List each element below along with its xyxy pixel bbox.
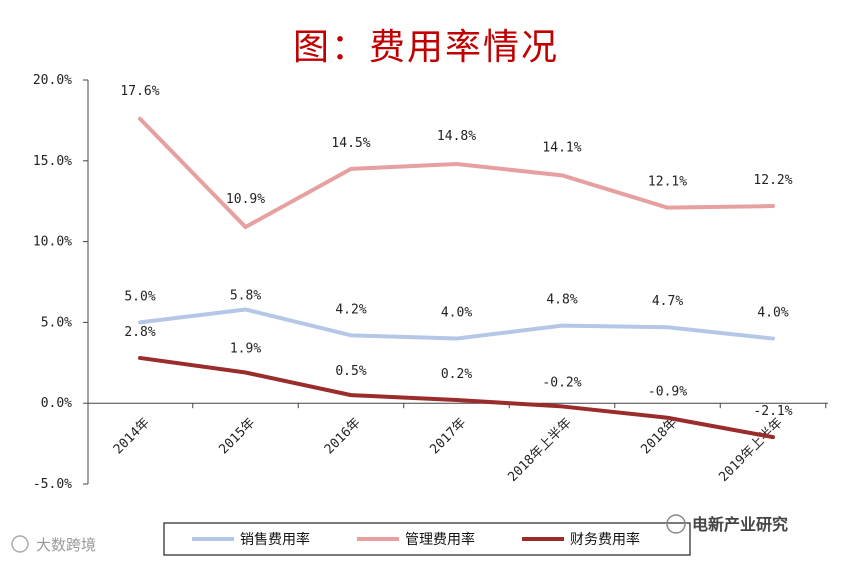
x-tick-label: 2016年 (322, 415, 364, 457)
data-label: 4.8% (546, 293, 577, 308)
data-labels: 5.0% 5.8% 4.2% 4.0% 4.8% 4.7% 4.0% 17.6% 10.9% 14… (120, 84, 792, 419)
data-label: 4.7% (652, 294, 683, 309)
y-tick-label: 10.0% (33, 235, 72, 250)
data-label: 5.0% (124, 289, 155, 304)
series-lines (138, 116, 775, 440)
watermark-left: 大数跨境 (36, 536, 96, 554)
data-label: 14.1% (542, 140, 581, 155)
legend-label-2: 管理费用率 (405, 531, 475, 548)
y-tick-label: 5.0% (41, 315, 72, 330)
watermark-logo-icon (11, 535, 29, 553)
data-label: 4.2% (335, 302, 366, 317)
data-label: 12.2% (753, 173, 792, 188)
data-label: 1.9% (230, 341, 261, 356)
x-tick-label: 2014年 (111, 415, 153, 457)
chart-legend: 销售费用率 管理费用率 财务费用率 (163, 522, 691, 556)
x-tick-label: 2019年上半年 (716, 415, 786, 485)
chart-axes: 20.0% 15.0% 10.0% 5.0% 0.0% -5.0% 2014年 2015年 20… (33, 73, 828, 492)
y-tick-label: -5.0% (33, 477, 72, 492)
legend-label-3: 财务费用率 (570, 531, 640, 548)
data-label: 5.8% (230, 288, 261, 303)
data-label: -0.2% (542, 375, 581, 390)
data-label: 17.6% (120, 84, 159, 99)
data-label: -2.1% (753, 404, 792, 419)
chart-title: 图：费用率情况 (292, 27, 559, 68)
data-label: 12.1% (648, 175, 687, 190)
data-label: 14.5% (331, 136, 370, 151)
x-tick-label: 2017年 (427, 415, 469, 457)
data-label: 10.9% (226, 192, 265, 207)
data-label: 14.8% (437, 129, 476, 144)
y-tick-label: 15.0% (33, 154, 72, 169)
y-tick-label: 20.0% (33, 73, 72, 88)
data-label: 2.8% (124, 325, 155, 340)
data-label: 4.0% (757, 306, 788, 321)
x-tick-label: 2018年上半年 (505, 415, 575, 485)
x-tick-label: 2015年 (216, 415, 258, 457)
x-tick-label: 2018年 (638, 415, 680, 457)
data-label: 4.0% (441, 306, 472, 321)
watermarks: 大数跨境 电新产业研究 (11, 514, 788, 554)
data-label: -0.9% (648, 385, 687, 400)
data-label: 0.5% (335, 364, 366, 379)
wechat-icon (666, 514, 686, 534)
y-tick-label: 0.0% (41, 396, 72, 411)
legend-box (163, 522, 691, 556)
legend-label-1: 销售费用率 (240, 531, 310, 548)
data-label: 0.2% (441, 367, 472, 382)
watermark-right: 电新产业研究 (692, 515, 788, 534)
